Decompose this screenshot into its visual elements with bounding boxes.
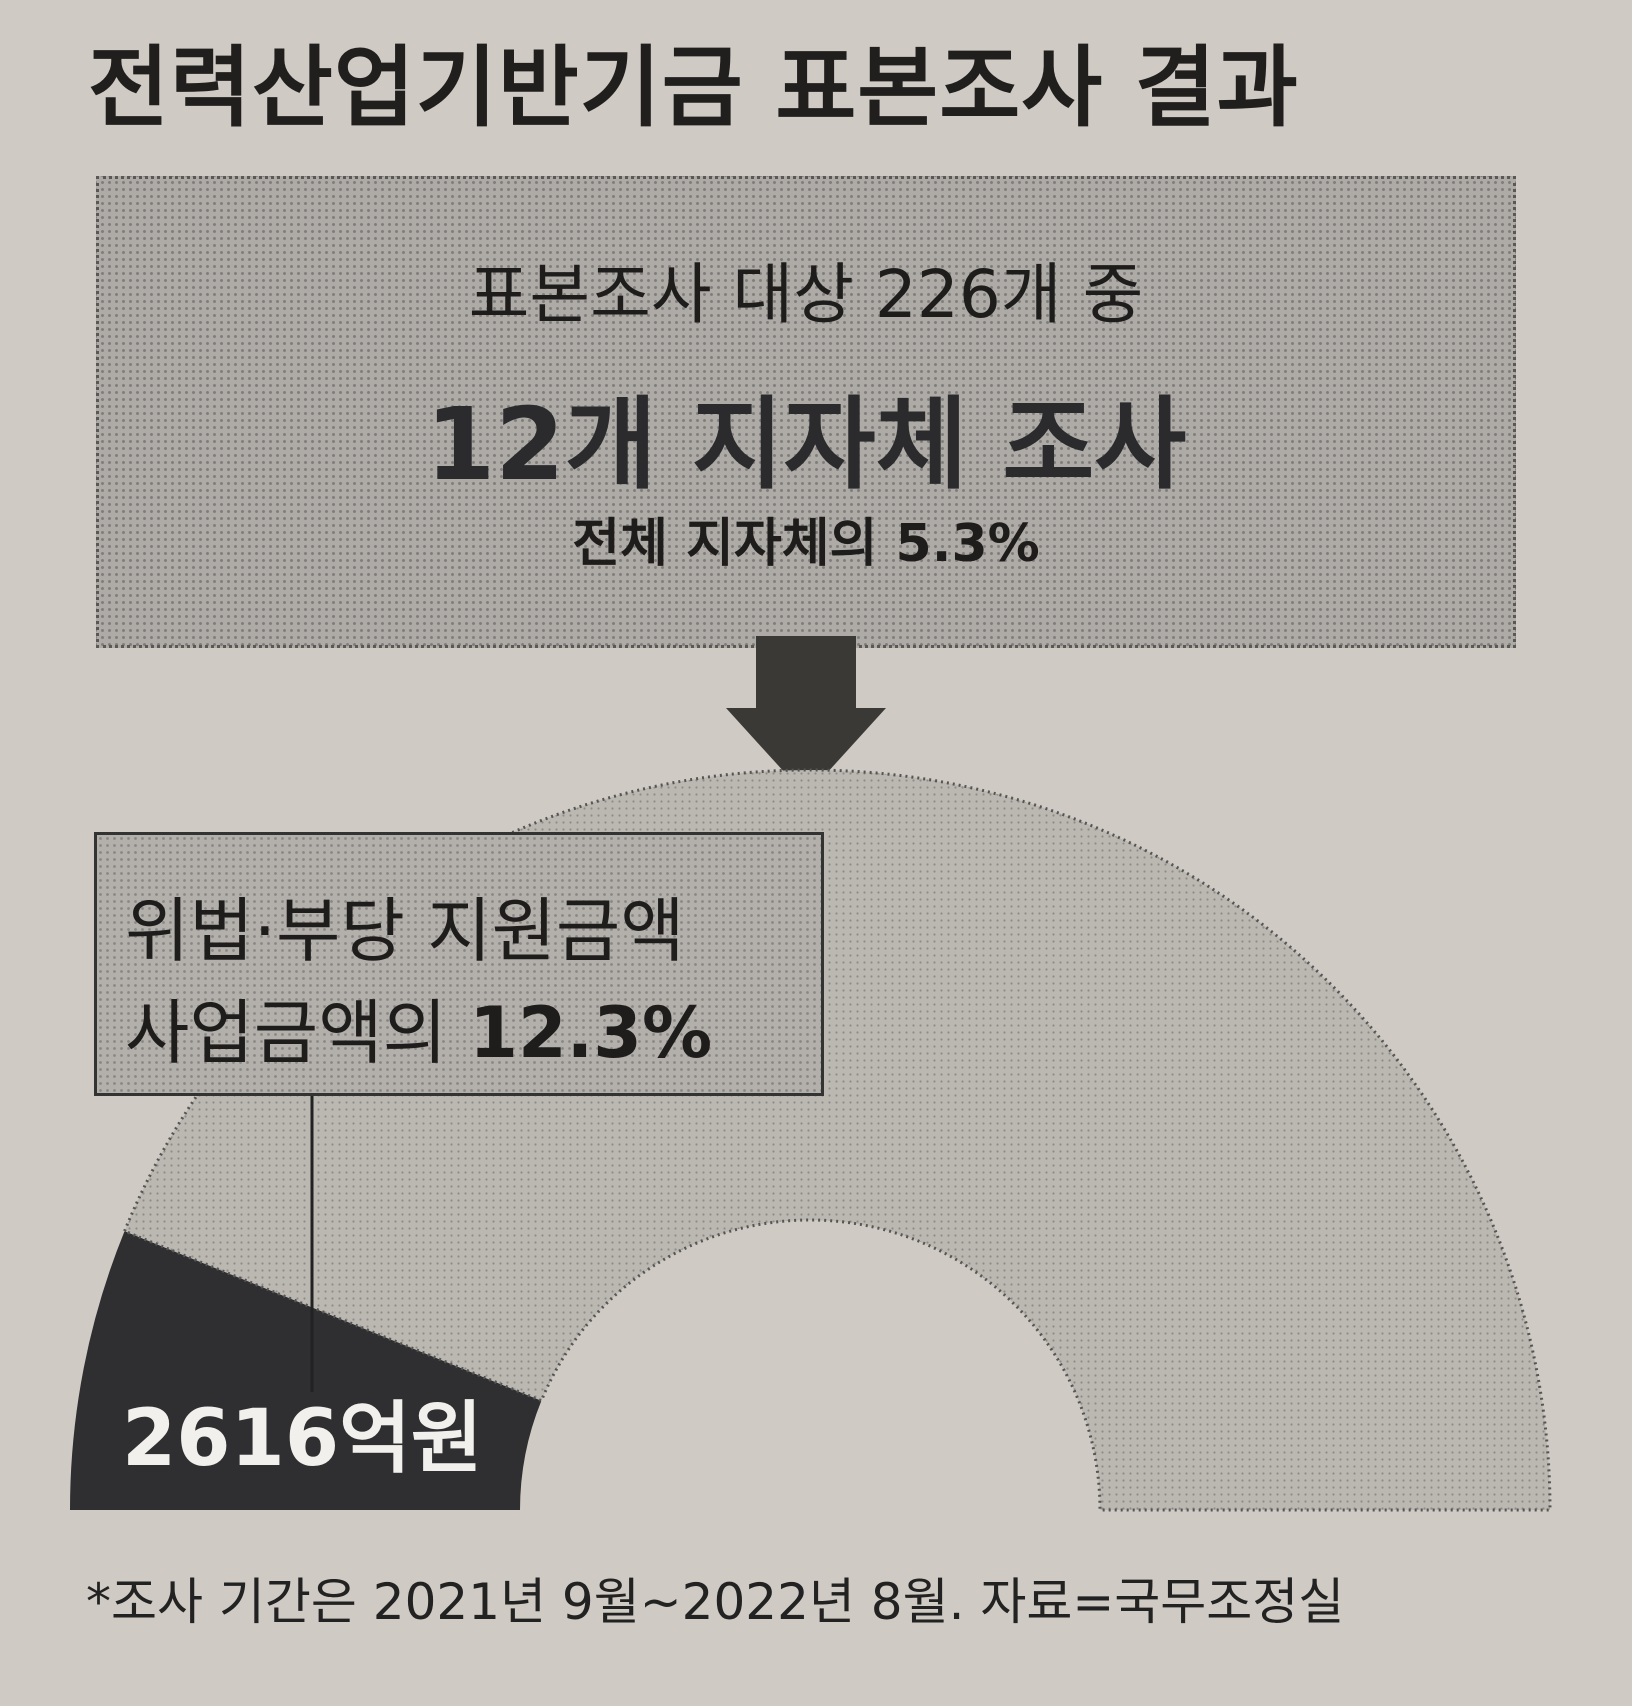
chart-title: 전력산업기반기금 표본조사 결과 xyxy=(88,36,1299,139)
highlight-slice-data-label: 2616억원 xyxy=(122,1394,483,1484)
summary-box: 표본조사 대상 226개 중 12개 지자체 조사 전체 지자체의 5.3% xyxy=(96,176,1516,648)
source-footnote: *조사 기간은 2021년 9월~2022년 8월. 자료=국무조정실 xyxy=(86,1573,1345,1631)
summary-percent-text: 전체 지자체의 5.3% xyxy=(572,514,1040,574)
callout-ratio-value: 12.3% xyxy=(469,992,713,1074)
summary-sample-text: 표본조사 대상 226개 중 xyxy=(468,256,1144,333)
down-arrow-icon xyxy=(726,636,886,796)
callout-box: 위법·부당 지원금액 사업금액의 12.3% xyxy=(94,832,824,1096)
callout-ratio-prefix: 사업금액의 xyxy=(125,992,470,1074)
callout-title: 위법·부당 지원금액 xyxy=(125,890,685,972)
callout-ratio-text: 사업금액의 12.3% xyxy=(125,977,712,1078)
summary-headline: 12개 지자체 조사 xyxy=(425,386,1187,503)
slice-highlight xyxy=(70,1231,542,1510)
